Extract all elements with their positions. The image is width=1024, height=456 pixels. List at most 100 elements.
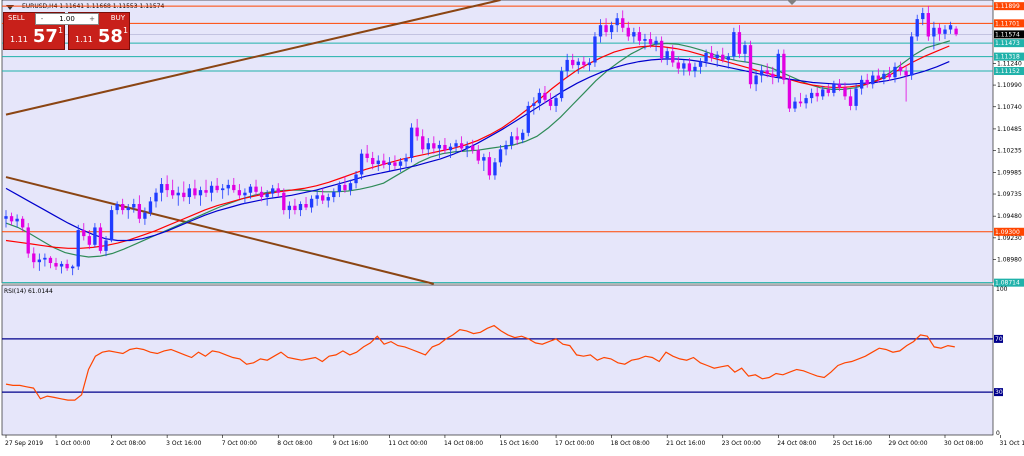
candle-body — [209, 185, 214, 193]
candle-body — [426, 143, 430, 150]
candle-body — [476, 150, 480, 161]
candle-body — [32, 253, 36, 263]
candle-body — [821, 89, 825, 97]
candle-body — [254, 186, 258, 192]
candle-body — [354, 174, 358, 184]
rsi-pane-bg — [2, 285, 993, 435]
rsi-level-label-bg — [994, 388, 1003, 397]
rsi-axis-label: 100 — [996, 286, 1008, 293]
candle-body — [893, 66, 897, 78]
price-tick-label: 1.10990 — [997, 82, 1022, 89]
candle-body — [371, 157, 375, 165]
candle-body — [315, 195, 319, 199]
candle-body — [359, 153, 364, 175]
level-label-bg — [994, 30, 1024, 39]
candle-body — [682, 63, 686, 69]
candle-body — [137, 204, 142, 219]
lot-value: 1.00 — [59, 15, 75, 23]
time-tick-label: 17 Oct 00:00 — [555, 440, 594, 447]
candle-body — [465, 145, 469, 149]
candle-body — [26, 227, 30, 254]
candle-body — [76, 230, 80, 267]
time-tick-label: 27 Sep 2019 — [5, 440, 43, 447]
candle-body — [437, 144, 442, 149]
candle-body — [793, 101, 797, 109]
buy-label: BUY — [110, 14, 125, 22]
candle-body — [4, 216, 8, 219]
time-tick-label: 31 Oct 16:00 — [1000, 440, 1024, 447]
lot-size-field[interactable]: - 1.00 + — [35, 13, 99, 25]
buy-price-sup: 1 — [122, 26, 129, 35]
lot-increase-button[interactable]: + — [89, 15, 95, 23]
candle-body — [837, 84, 842, 88]
candle-body — [215, 185, 219, 191]
level-label: 1.11899 — [995, 3, 1020, 10]
candle-body — [782, 53, 786, 80]
candle-body — [921, 13, 925, 20]
candle-body — [665, 51, 669, 59]
time-tick-label: 21 Oct 16:00 — [666, 440, 705, 447]
candle-body — [282, 192, 286, 211]
candle-body — [321, 195, 325, 201]
price-tick-label: 1.10740 — [997, 104, 1022, 111]
candle-body — [326, 197, 330, 201]
sell-button[interactable]: SELL 1.11 571 — [3, 12, 65, 50]
level-label-bg — [994, 39, 1024, 48]
candle-body — [293, 205, 297, 211]
level-label: 1.08714 — [995, 280, 1020, 287]
level-label-bg — [994, 227, 1024, 236]
candle-body — [693, 66, 697, 72]
candle-body — [876, 75, 880, 79]
shift-marker-icon — [787, 0, 797, 5]
time-tick-label: 29 Oct 00:00 — [888, 440, 927, 447]
candle-body — [743, 45, 747, 54]
trendline — [5, 0, 501, 116]
candle-body — [671, 51, 675, 63]
lot-decrease-button[interactable]: - — [40, 15, 44, 23]
candle-body — [93, 227, 97, 245]
time-tick-label: 9 Oct 16:00 — [333, 440, 368, 447]
candle-body — [932, 27, 936, 37]
candle-body — [759, 70, 764, 76]
sell-label: SELL — [8, 14, 25, 22]
candle-body — [909, 36, 914, 76]
candle-body — [48, 257, 53, 264]
candle-body — [754, 75, 758, 85]
level-label: 1.11574 — [995, 31, 1020, 38]
candle-body — [648, 39, 653, 45]
level-label: 1.11318 — [995, 54, 1020, 61]
candle-body — [132, 204, 136, 208]
rsi-axis-label: 0 — [996, 430, 1000, 437]
candle-body — [898, 66, 903, 72]
rsi-level-label: 30 — [995, 389, 1003, 396]
level-label-bg — [994, 278, 1024, 287]
candle-body — [604, 25, 608, 33]
price-tick-label: 1.09480 — [997, 213, 1022, 220]
candle-body — [343, 184, 347, 191]
candle-body — [276, 188, 280, 193]
candle-body — [148, 201, 153, 213]
candle-body — [54, 263, 58, 267]
candle-body — [104, 240, 108, 251]
candle-body — [526, 105, 530, 133]
time-tick-label: 15 Oct 16:00 — [500, 440, 539, 447]
candle-body — [409, 127, 414, 158]
candle-body — [415, 127, 419, 137]
candle-body — [815, 92, 819, 97]
candle-body — [387, 162, 392, 165]
candle-body — [704, 52, 708, 62]
candle-body — [659, 40, 664, 59]
candle-body — [904, 71, 908, 76]
candle-body — [537, 92, 542, 104]
moving-average-2 — [5, 58, 950, 242]
time-tick-label: 14 Oct 08:00 — [444, 440, 483, 447]
time-tick-label: 24 Oct 08:00 — [777, 440, 816, 447]
candle-body — [687, 63, 692, 72]
candle-body — [632, 32, 636, 37]
candle-body — [198, 190, 203, 196]
candle-body — [509, 136, 514, 145]
price-tick-label: 1.11240 — [997, 60, 1022, 67]
candle-body — [332, 191, 336, 198]
